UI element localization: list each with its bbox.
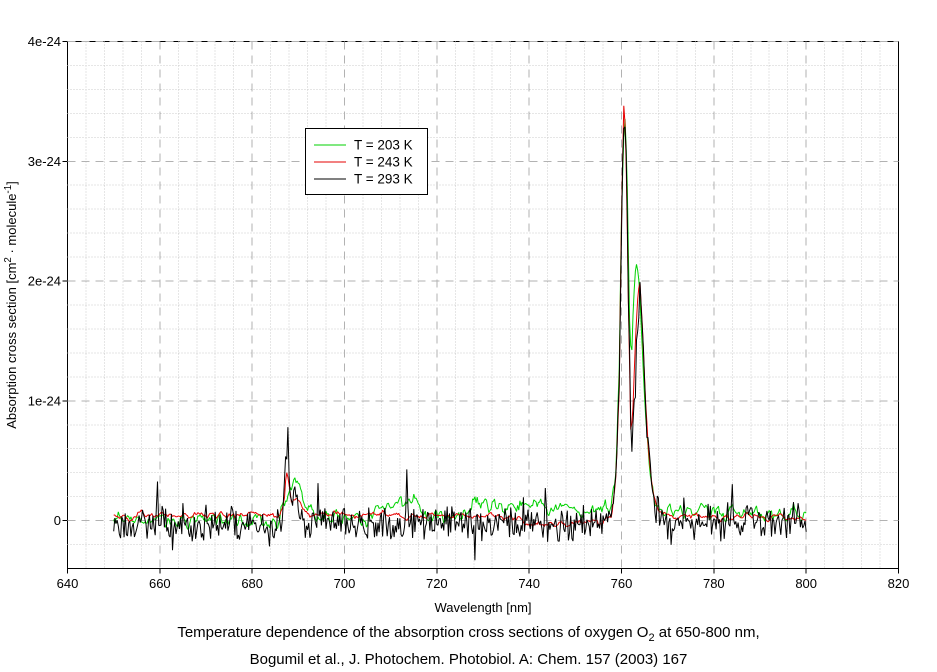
- figure-caption: Temperature dependence of the absorption…: [0, 622, 937, 671]
- y-tick-labels: 0 1e-24 2e-24 3e-24 4e-24: [28, 34, 61, 528]
- series-lines: [113, 105, 807, 561]
- x-tick-label: 700: [334, 576, 356, 591]
- caption-line-1: Temperature dependence of the absorption…: [177, 624, 760, 644]
- y-tick-label: 2e-24: [28, 274, 61, 289]
- legend-label: T = 293 K: [354, 172, 413, 187]
- x-tick-label: 720: [426, 576, 448, 591]
- x-tick-label: 800: [795, 576, 817, 591]
- caption-line-2: Bogumil et al., J. Photochem. Photobiol.…: [249, 651, 688, 668]
- y-tick-label: 0: [54, 513, 61, 528]
- x-tick-label: 780: [703, 576, 725, 591]
- x-tick-label: 660: [149, 576, 171, 591]
- x-tick-label: 680: [241, 576, 263, 591]
- x-tick-labels: 640 660 680 700 720 740 760 780 800 820: [57, 576, 910, 591]
- x-tick-label: 740: [518, 576, 540, 591]
- axis-ticks: [62, 41, 899, 574]
- legend: T = 203 K T = 243 K T = 293 K: [305, 128, 428, 195]
- x-tick-label: 760: [611, 576, 633, 591]
- legend-label: T = 203 K: [354, 138, 413, 153]
- x-axis-title: Wavelength [nm]: [434, 600, 531, 615]
- y-tick-label: 1e-24: [28, 393, 61, 408]
- y-tick-label: 4e-24: [28, 34, 61, 49]
- legend-label: T = 243 K: [354, 155, 413, 170]
- x-tick-label: 820: [888, 576, 910, 591]
- y-axis-title: Absorption cross section [cm2​ · molecul…: [3, 181, 19, 429]
- x-tick-label: 640: [57, 576, 79, 591]
- y-tick-label: 3e-24: [28, 154, 61, 169]
- series-line-293k: [113, 126, 807, 561]
